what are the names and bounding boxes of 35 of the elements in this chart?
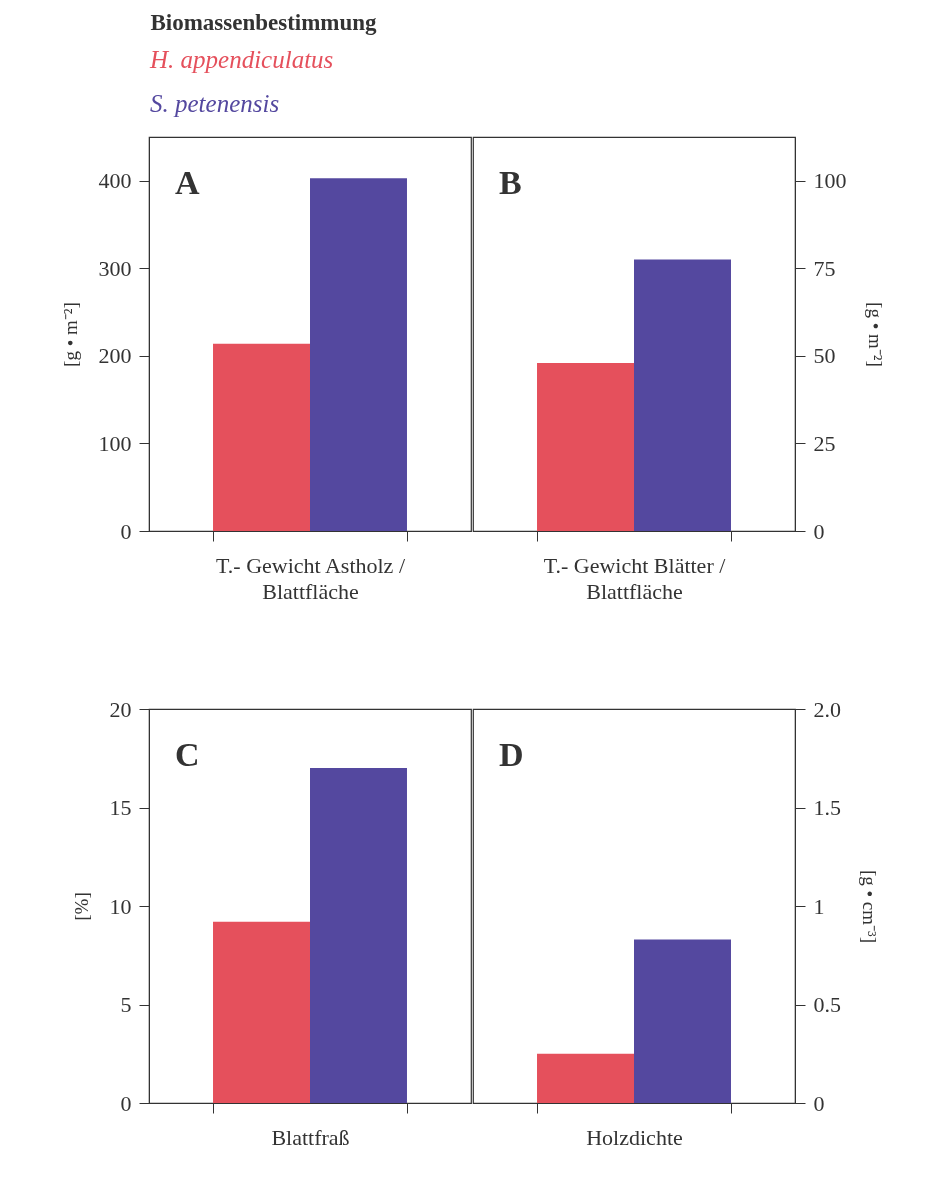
y2-tick-label: 75 [813,255,836,281]
y2-tick-label: 1 [813,893,825,919]
text: D [499,736,524,773]
x-tick-label: T.- Gewicht Astholz / Blattfläche [216,552,406,604]
y2-tick-label: 0 [813,518,825,544]
y-axis-title: [%] [70,892,92,921]
text: S. petenensis [150,89,280,117]
y-tick-label: 200 [98,343,132,369]
y-tick-label: 300 [98,255,132,281]
y-tick-label: 20 [109,696,132,722]
x-tick-label: Blattfraß [271,1124,350,1150]
y2-tick-label: 25 [813,430,836,456]
y2-tick-label: 50 [813,343,836,369]
y-tick-label: 10 [109,893,132,919]
y-tick-label: 100 [98,430,132,456]
y2-tick-label: 2.0 [813,696,841,722]
y-tick-label: 0 [120,1090,132,1116]
y2-axis-title: [g • cm⁻³] [859,869,880,944]
chart-title: Biomassenbestimmung [150,10,378,35]
y-tick-label: 0 [120,518,132,544]
text: A [175,164,200,201]
y2-tick-label: 0 [813,1090,825,1116]
y-axis-title: [g • m⁻²] [59,302,81,367]
text: B [499,164,522,201]
y2-tick-label: 1.5 [813,795,841,820]
y-tick-label: 5 [120,992,132,1017]
text: C [175,736,200,773]
y2-tick-label: 100 [813,168,847,194]
y2-tick-label: 0.5 [813,992,841,1017]
x-tick-label: Holzdichte [586,1124,683,1150]
x-tick-label: T.- Gewicht Blätter / Blattfläche [543,552,727,604]
y2-axis-title: [g • m⁻²] [864,302,886,367]
y-tick-label: 15 [109,795,132,820]
text: H. appendiculatus [149,45,334,73]
y-tick-label: 400 [98,168,132,194]
